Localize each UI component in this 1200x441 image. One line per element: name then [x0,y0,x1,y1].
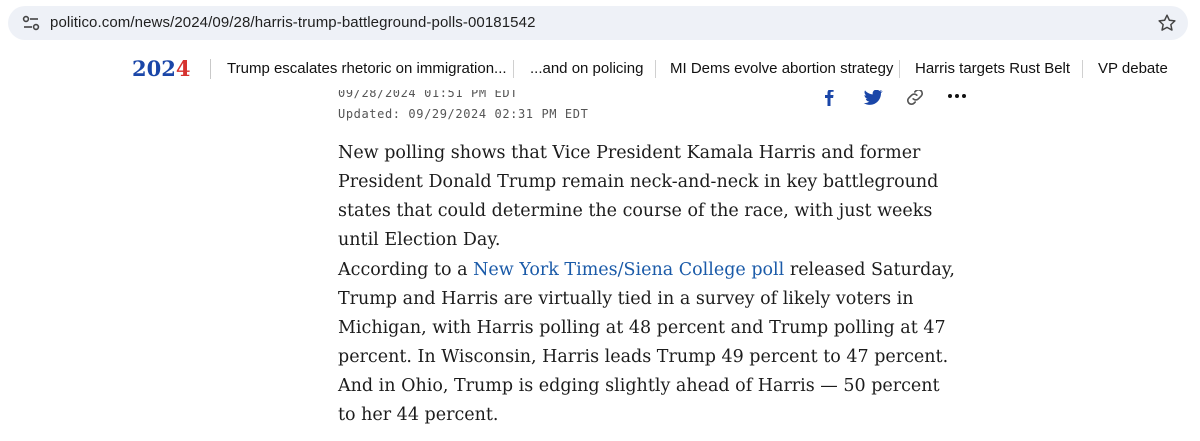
logo-divider [210,59,211,79]
address-bar[interactable]: politico.com/news/2024/09/28/harris-trum… [8,6,1188,40]
nav-divider [1082,60,1083,78]
nyt-siena-poll-link[interactable]: New York Times/Siena College poll [473,260,785,280]
topic-nav: 2024 Trump escalates rhetoric on immigra… [0,46,1200,90]
article-meta: 09/28/2024 01:51 PM EDT Updated: 09/29/2… [0,90,1200,130]
tune-icon[interactable] [22,15,40,31]
paragraph-text: released Saturday, Trump and Harris are … [338,260,955,425]
updated-timestamp: Updated: 09/29/2024 02:31 PM EDT [338,107,589,121]
published-timestamp: 09/28/2024 01:51 PM EDT [338,90,518,100]
twitter-icon[interactable] [862,90,884,108]
more-icon[interactable] [946,90,968,108]
facebook-icon[interactable] [818,90,840,108]
nav-link-policing[interactable]: ...and on policing [530,60,644,77]
browser-toolbar: politico.com/news/2024/09/28/harris-trum… [0,0,1200,46]
article-paragraph-1: New polling shows that Vice President Ka… [338,143,939,250]
article-paragraph-2: According to a New York Times/Siena Coll… [338,256,958,430]
nav-divider [655,60,656,78]
nav-link-rust-belt[interactable]: Harris targets Rust Belt [915,60,1071,77]
star-outline-icon[interactable] [1156,12,1178,34]
politico-2024-logo[interactable]: 2024 [132,56,191,81]
nav-link-abortion[interactable]: MI Dems evolve abortion strategy [670,60,894,77]
nav-link-vp-debate[interactable]: VP debate [1098,60,1168,77]
url-text[interactable]: politico.com/news/2024/09/28/harris-trum… [50,14,536,31]
nav-divider [899,60,900,78]
paragraph-text: According to a [338,260,474,280]
nav-link-immigration[interactable]: Trump escalates rhetoric on immigration.… [227,60,507,77]
nav-divider [513,60,514,78]
link-icon[interactable] [904,90,926,108]
